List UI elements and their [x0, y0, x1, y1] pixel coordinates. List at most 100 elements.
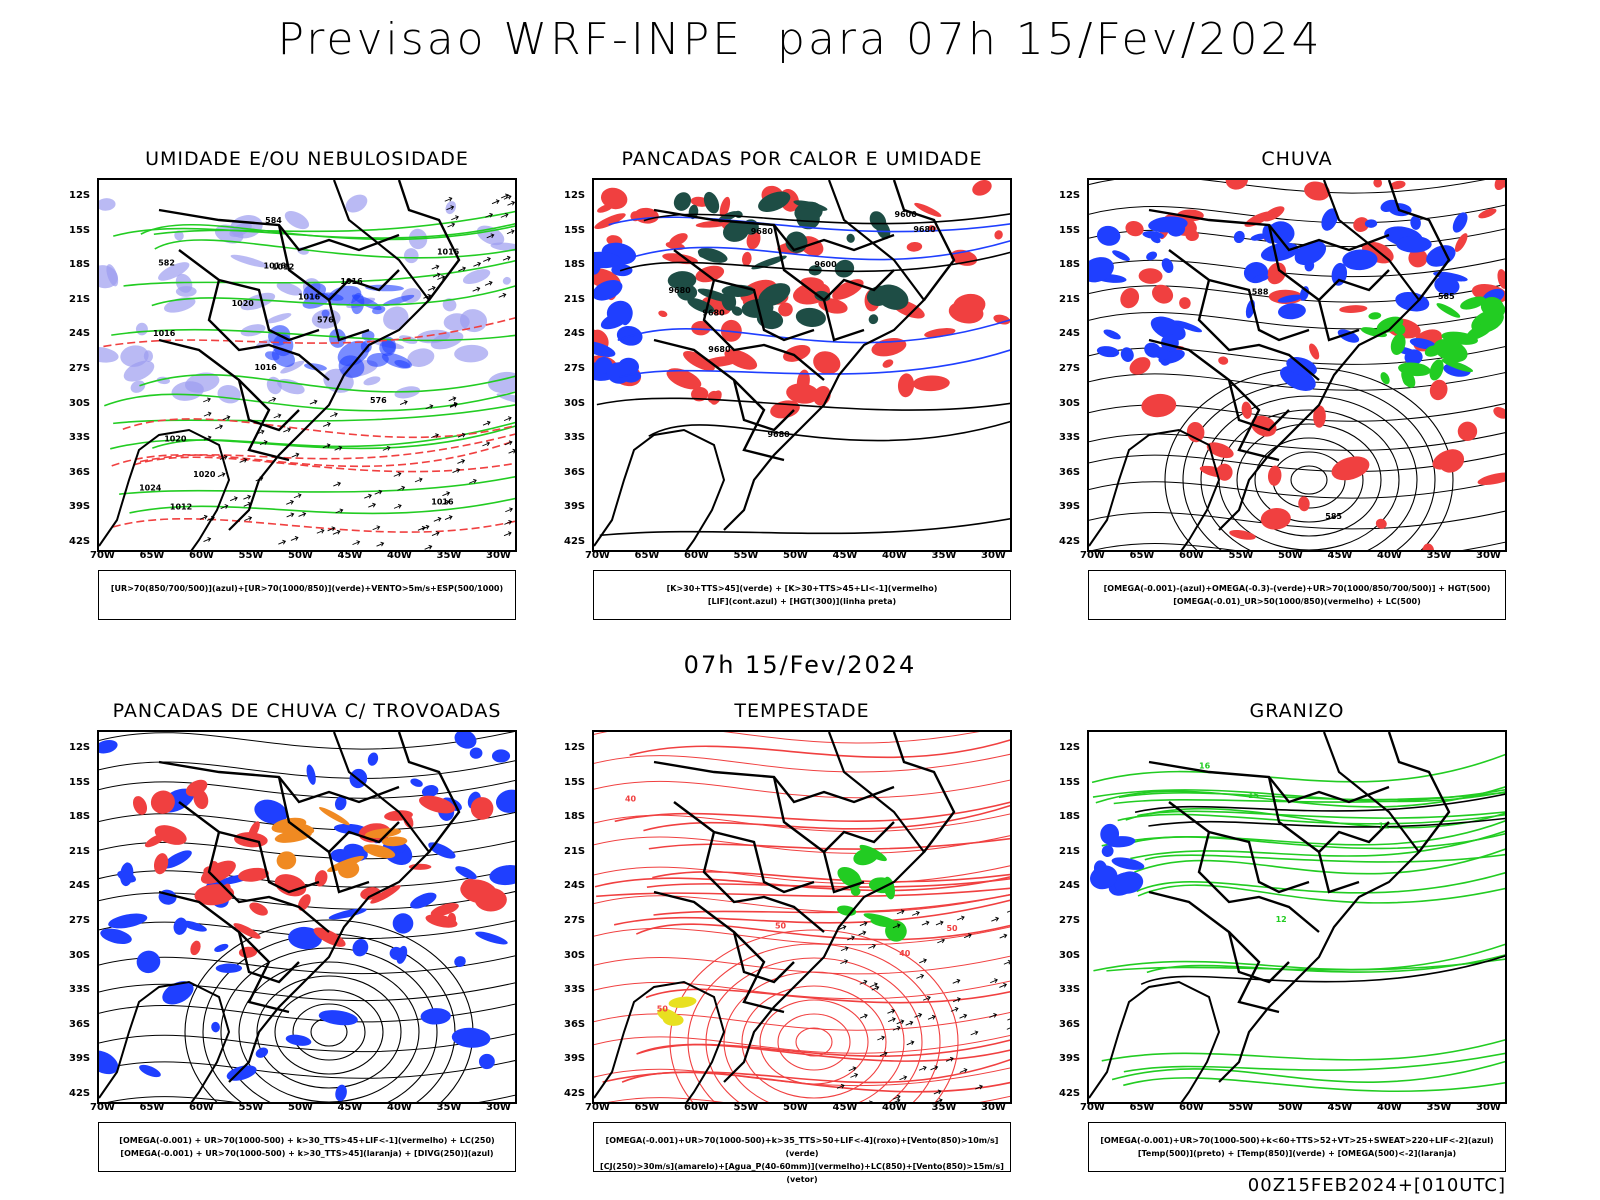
field-shading — [1396, 235, 1432, 253]
field-shading — [1096, 225, 1121, 246]
contour-line — [111, 328, 515, 342]
legend-caption: [K>30+TTS>45](verde) + [K>30+TTS>45+LI<-… — [593, 570, 1011, 620]
field-shading — [1452, 212, 1468, 233]
wind-vector — [203, 537, 212, 542]
country-border — [1228, 379, 1280, 462]
latitude-label: 18S — [564, 259, 586, 271]
field-shading — [1313, 405, 1326, 428]
field-shading — [334, 796, 347, 811]
contour-line — [1123, 1052, 1505, 1073]
field-shading — [594, 213, 626, 229]
streamline — [1272, 451, 1346, 509]
streamline — [594, 835, 1010, 854]
contour-line — [653, 893, 1010, 916]
wind-vector — [441, 499, 450, 505]
wind-vector — [437, 275, 446, 280]
caption-line: [Temp(500)](preto) + [Temp(850)](verde) … — [1137, 1149, 1457, 1158]
country-border — [673, 249, 815, 342]
streamline — [238, 961, 420, 1102]
streamline — [99, 982, 515, 1002]
wind-vector — [482, 420, 491, 426]
field-shading — [174, 230, 184, 241]
wind-vector — [472, 286, 481, 292]
contour-line — [110, 425, 515, 450]
longitude-label: 50W — [288, 550, 313, 561]
field-shading — [215, 963, 243, 973]
panel-title: CHUVA — [1261, 148, 1333, 170]
contour-line — [113, 404, 515, 425]
country-border — [238, 931, 290, 1014]
longitude-label: 40W — [1377, 550, 1402, 561]
wind-vector — [892, 1025, 901, 1031]
latitude-label: 39S — [1059, 1053, 1081, 1065]
contour-line — [632, 240, 1010, 261]
country-border — [1197, 279, 1320, 381]
field-shading — [796, 208, 820, 230]
contour-line — [613, 899, 1010, 926]
longitude-label: 65W — [139, 1102, 165, 1113]
latitude-label: 33S — [1059, 432, 1081, 444]
longitude-label: 45W — [337, 550, 363, 561]
longitude-label: 65W — [1129, 1102, 1155, 1113]
field-shading — [1339, 305, 1368, 313]
latitude-label: 18S — [564, 811, 586, 823]
streamline — [99, 868, 515, 888]
latitude-label: 33S — [69, 984, 91, 996]
field-shading — [1364, 219, 1378, 228]
field-shading — [1142, 231, 1164, 239]
longitude-label: 60W — [189, 550, 214, 561]
longitude-label: 65W — [139, 550, 165, 561]
field-shading — [720, 319, 742, 342]
latitude-label: 24S — [564, 880, 586, 892]
contour-label: 1016 — [255, 363, 278, 372]
wind-vector — [399, 400, 408, 405]
field-shading — [993, 314, 1010, 325]
field-shading — [1114, 871, 1144, 894]
field-shading — [793, 200, 828, 211]
wind-vector — [457, 458, 466, 464]
longitude-label: 70W — [1080, 550, 1105, 561]
streamline — [594, 955, 1010, 975]
field-shading — [658, 310, 668, 318]
field-shading — [351, 294, 382, 311]
wind-vector — [930, 1065, 939, 1071]
latitude-label: 42S — [69, 1088, 91, 1099]
country-border — [733, 379, 785, 462]
wind-vector — [990, 978, 998, 984]
streamline — [795, 1027, 833, 1057]
wind-vector — [244, 516, 253, 521]
field-shading — [1146, 251, 1158, 261]
field-shading — [100, 928, 132, 945]
field-shading — [99, 198, 116, 211]
wind-vector — [911, 910, 920, 916]
country-border — [702, 831, 825, 933]
field-shading — [462, 269, 491, 285]
country-border — [397, 732, 461, 853]
field-shading — [274, 874, 307, 897]
wind-vector — [500, 212, 509, 218]
field-shading — [367, 752, 379, 766]
wind-vector — [516, 451, 517, 455]
map-graphic: 585 588 585 — [1089, 180, 1505, 550]
contour-line — [621, 1071, 1010, 1093]
field-shading — [1409, 338, 1437, 350]
latitude-label: 33S — [1059, 984, 1081, 996]
field-shading — [1368, 312, 1382, 320]
field-shading — [673, 192, 692, 211]
latitude-label: 30S — [1059, 949, 1081, 961]
field-shading — [123, 360, 155, 382]
latitude-label: 27S — [1059, 363, 1081, 374]
field-shading — [495, 789, 515, 813]
field-shading — [360, 887, 381, 900]
field-shading — [876, 284, 909, 310]
longitude-label: 30W — [486, 1102, 511, 1113]
longitude-label: 70W — [585, 1102, 610, 1113]
wind-vector — [268, 397, 277, 402]
country-border — [1197, 831, 1320, 933]
field-shading — [731, 306, 743, 316]
longitude-label: 35W — [436, 550, 462, 561]
field-shading — [670, 373, 681, 382]
field-shading — [914, 202, 942, 217]
wind-vector — [309, 399, 318, 405]
latitude-label: 21S — [69, 293, 91, 305]
